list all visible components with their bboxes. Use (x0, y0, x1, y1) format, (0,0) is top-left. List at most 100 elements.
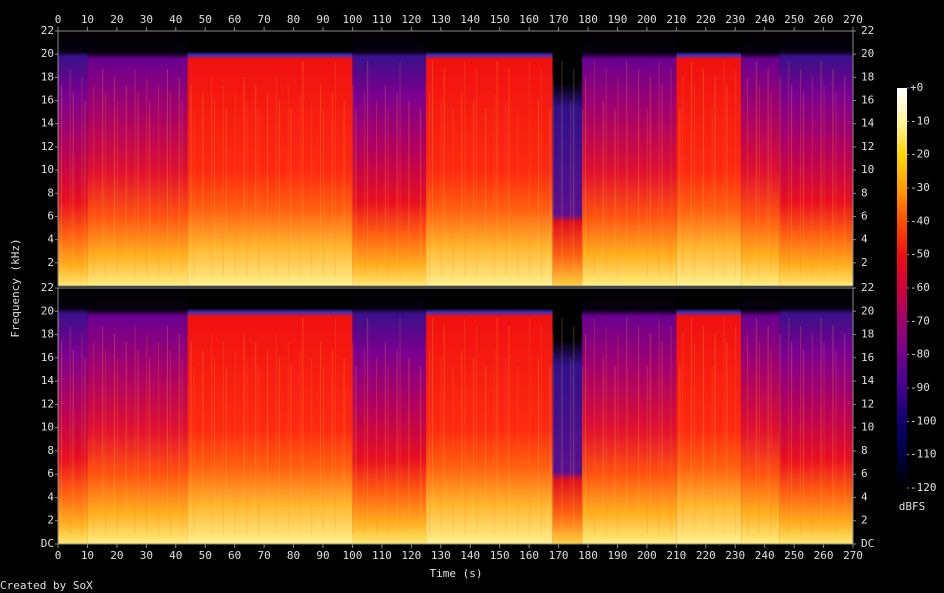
spectrogram-streak (376, 358, 377, 534)
spectrogram-streak (820, 61, 822, 276)
colorbar-tick-label: -60 (910, 281, 930, 294)
x-tick-label: 160 (519, 549, 539, 562)
spectrogram-band (741, 31, 780, 286)
y-tick-label-right: 10 (861, 421, 874, 434)
y-tick-label-right: 14 (861, 117, 875, 130)
colorbar-tick-label: -90 (910, 381, 930, 394)
y-tick-label: 2 (47, 514, 54, 527)
x-tick-label-top: 170 (549, 13, 569, 26)
spectrogram-streak (178, 334, 180, 534)
x-tick-label-top: 10 (81, 13, 94, 26)
x-tick-label-top: 60 (228, 13, 241, 26)
spectrogram-band (779, 31, 853, 286)
spectrogram-streak (735, 69, 737, 276)
spectrogram-streak (275, 334, 277, 534)
spectrogram-streak (302, 61, 304, 276)
x-tick-label: 20 (110, 549, 123, 562)
y-tick-label: 4 (47, 490, 54, 503)
spectrogram-streak (496, 61, 498, 276)
spectrogram-streak (726, 342, 728, 534)
spectrogram-streak (702, 69, 704, 276)
y-tick-label: 10 (41, 421, 54, 434)
spectrogram-streak (169, 93, 171, 276)
spectrogram-streak (605, 326, 607, 534)
spectrogram-streak (835, 93, 837, 276)
y-tick-label: 6 (47, 467, 54, 480)
spectrogram-streak (222, 85, 224, 276)
y-tick-label-right: 14 (861, 374, 875, 387)
spectrogram-streak (431, 61, 433, 276)
spectrogram-streak (755, 61, 757, 276)
spectrogram-band (87, 31, 188, 286)
spectrogram-streak (585, 77, 587, 276)
x-tick-label: 90 (316, 549, 329, 562)
x-tick-label-top: 210 (666, 13, 686, 26)
spectrogram-streak (561, 318, 563, 534)
colorbar-tick-label: -50 (910, 248, 930, 261)
spectrogram-streak (517, 366, 519, 534)
spectrogram-streak (93, 342, 95, 534)
spectrogram-streak (823, 342, 825, 534)
spectrogram-streak (343, 101, 345, 276)
x-tick-label: 110 (372, 549, 392, 562)
spectrogram-streak (549, 109, 551, 276)
spectrogram-streak (747, 77, 748, 276)
spectrogram-band (426, 288, 553, 544)
spectrogram-streak (69, 69, 71, 276)
spectrogram-streak (540, 69, 542, 276)
spectrogram-streak (367, 61, 369, 276)
spectrogram-streak (770, 350, 772, 534)
spectrogram-streak (149, 101, 151, 276)
spectrogram-streak (323, 366, 324, 534)
spectrogram-streak (443, 69, 445, 276)
spectrogram-streak (331, 93, 333, 276)
spectrogram-streak (582, 109, 584, 276)
y-tick-label-right: 20 (861, 304, 874, 317)
spectrogram-streak (800, 326, 801, 534)
x-tick-label-top: 90 (316, 13, 329, 26)
spectrogram-streak (770, 93, 772, 276)
y-tick-label: 12 (41, 397, 54, 410)
colorbar-tick-label: -30 (910, 181, 930, 194)
spectrogram-streak (755, 318, 757, 534)
spectrogram-streak (243, 77, 245, 276)
spectrogram-streak (202, 350, 204, 534)
x-tick-label-top: 140 (460, 13, 480, 26)
colorbar-tick-label: -20 (910, 148, 930, 161)
spectrogram-streak (832, 69, 834, 276)
spectrogram-streak (661, 85, 663, 276)
spectrogram-streak (420, 366, 422, 534)
spectrogram-band (58, 31, 88, 286)
spectrogram-band (187, 31, 353, 286)
spectrogram-streak (570, 358, 572, 534)
y-tick-label-right: 2 (861, 514, 868, 527)
spectrogram-streak (473, 101, 475, 276)
spectrogram-band (582, 288, 677, 544)
x-tick-label: 50 (199, 549, 212, 562)
spectrogram-streak (275, 77, 277, 276)
spectrogram-streak (222, 342, 224, 534)
spectrogram-streak (605, 69, 607, 276)
spectrogram-streak (464, 61, 466, 276)
spectrogram-streak (496, 318, 498, 534)
x-tick-label-top: 220 (696, 13, 716, 26)
y-tick-label: 20 (41, 47, 54, 60)
spectrogram-streak (299, 350, 301, 534)
spectrogram-streak (844, 77, 846, 276)
spectrogram-streak (473, 358, 475, 534)
x-tick-label: 70 (257, 549, 270, 562)
spectrogram-streak (646, 109, 648, 276)
y-tick-label-right: 10 (861, 163, 874, 176)
spectrogram-band (741, 288, 780, 544)
spectrogram-streak (113, 334, 115, 534)
spectrogram-band (779, 288, 853, 544)
spectrogram-streak (537, 101, 539, 276)
colorbar-tick-label: +0 (910, 81, 923, 94)
colorbar (897, 88, 907, 488)
spectrogram-streak (602, 358, 604, 534)
spectrogram-streak (691, 318, 693, 534)
colorbar-tick-label: -80 (910, 348, 930, 361)
spectrogram-streak (234, 350, 236, 534)
spectrogram-streak (602, 101, 604, 276)
x-tick-label-top: 40 (169, 13, 182, 26)
